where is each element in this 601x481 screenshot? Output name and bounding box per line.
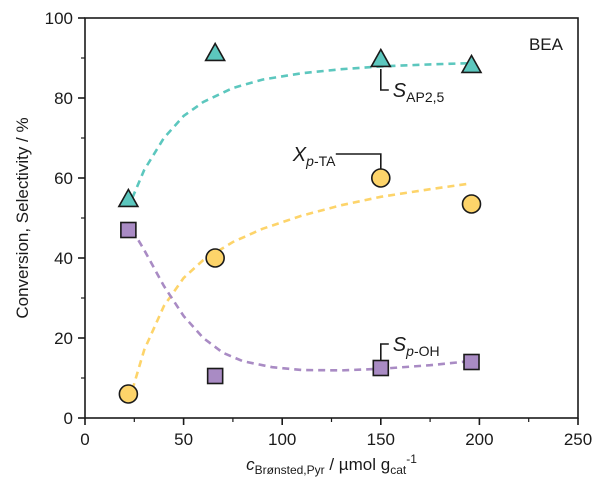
y-tick-label: 80 xyxy=(54,89,73,108)
leader-line-spoh xyxy=(379,343,389,360)
axes: 0 50 100 150 200 250 0 20 40 60 80 100 Conversion, S… xyxy=(13,9,592,477)
x-tick-label: 150 xyxy=(367,430,395,449)
panel-label: BEA xyxy=(529,35,564,54)
data-markers xyxy=(117,41,483,404)
circle-marker xyxy=(461,194,482,214)
x-tick-label: 200 xyxy=(465,430,493,449)
triangle-marker xyxy=(117,187,140,208)
y-tick-label: 40 xyxy=(54,249,73,268)
y-tick-label: 60 xyxy=(54,169,73,188)
label-x-pta: Xp-TA xyxy=(292,144,336,169)
series-annotations: SAP2,5 Xp-TA Sp-OH xyxy=(292,69,445,360)
triangle-marker xyxy=(204,41,227,62)
label-s-ap25: SAP2,5 xyxy=(393,80,445,105)
y-axis-title: Conversion, Selectivity / % xyxy=(13,117,32,318)
plot-frame xyxy=(84,17,579,419)
triangle-marker xyxy=(460,53,483,74)
leader-line-sap25 xyxy=(379,69,389,91)
leader-line-xpta xyxy=(335,153,382,169)
y-tick-label: 100 xyxy=(45,9,73,28)
triangle-marker xyxy=(369,47,392,68)
fit-curve-triangle xyxy=(131,61,470,199)
fit-curves xyxy=(131,61,470,391)
x-tick-label: 100 xyxy=(268,430,296,449)
fit-curve-circle xyxy=(131,182,470,391)
circle-marker xyxy=(370,168,391,188)
x-tick-label: 250 xyxy=(564,430,592,449)
square-marker xyxy=(372,359,390,377)
circle-marker xyxy=(118,384,139,404)
circle-marker xyxy=(205,248,225,268)
y-tick-label: 0 xyxy=(64,409,73,428)
square-marker xyxy=(206,367,224,385)
x-tick-label: 50 xyxy=(174,430,193,449)
x-axis-title: cBrønsted,Pyr / µmol gcat-1 xyxy=(246,452,417,477)
label-s-poh: Sp-OH xyxy=(393,334,440,359)
square-marker xyxy=(463,353,480,371)
x-tick-label: 0 xyxy=(80,430,89,449)
square-marker xyxy=(120,221,137,239)
y-tick-label: 20 xyxy=(54,329,73,348)
